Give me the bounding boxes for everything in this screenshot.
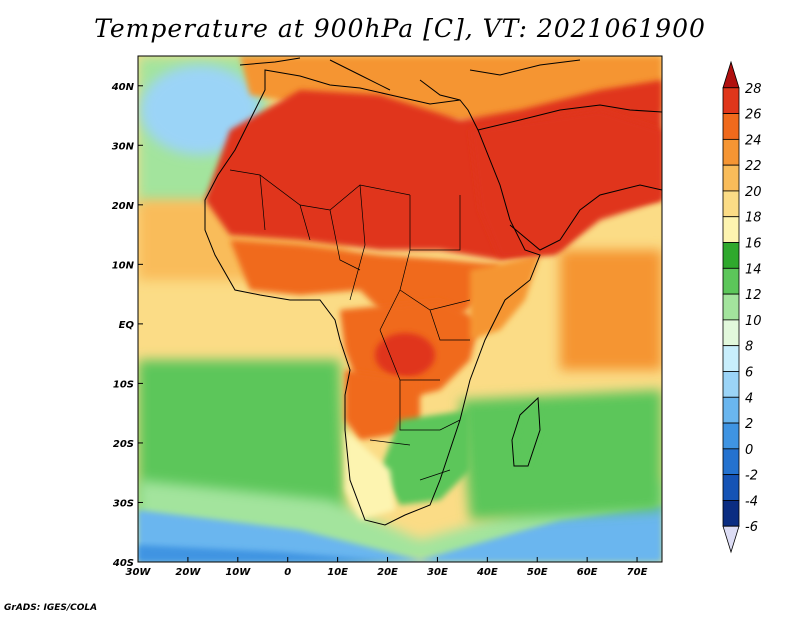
land-congo-hot: [375, 333, 435, 377]
colorbar-swatch: [722, 293, 740, 321]
colorbar-swatch: [722, 216, 740, 243]
lon-tick-label: 20E: [377, 567, 398, 578]
colorbar-label: 2: [745, 417, 753, 432]
colorbar-swatch: [722, 242, 740, 269]
colorbar-label: 18: [745, 211, 762, 226]
colorbar-label: 28: [745, 82, 762, 97]
colorbar-label: 16: [745, 237, 762, 252]
credit-text: GrADS: IGES/COLA: [4, 603, 98, 613]
colorbar-swatch: [722, 448, 740, 476]
lon-tick-label: 40E: [476, 567, 498, 578]
ocean-indian-south: [460, 390, 662, 520]
arabia-coast: [477, 104, 662, 251]
lat-tick-label: 10N: [112, 260, 135, 271]
colorbar-swatch: [722, 474, 740, 501]
lat-tick-label: EQ: [119, 320, 135, 331]
lon-tick-label: 0: [284, 567, 291, 578]
lat-tick-label: 40N: [111, 82, 135, 93]
land-madagascar: [515, 400, 540, 465]
chart-title: Temperature at 900hPa [C], VT: 202106190…: [94, 14, 706, 43]
plot-frame: [137, 55, 663, 563]
lon-tick-label: 30W: [126, 567, 152, 578]
colorbar-swatch: [722, 87, 740, 114]
colorbar-swatch: [722, 500, 740, 527]
ocean-southern: [138, 505, 662, 562]
colorbar-swatch: [722, 525, 740, 554]
colorbar-swatch: [722, 396, 740, 424]
colorbar-swatch: [722, 113, 740, 140]
temperature-field: [138, 56, 662, 562]
land-cape: [345, 430, 395, 520]
colorbar-swatch: [722, 138, 740, 166]
colorbar-label: 8: [745, 340, 753, 355]
lat-tick-label: 30S: [113, 498, 134, 509]
colorbar-label: 20: [745, 185, 762, 200]
ocean-southern-cold: [138, 545, 400, 562]
colorbar-label: 0: [745, 443, 753, 458]
colorbar-label: -2: [745, 469, 758, 484]
colorbar-label: 12: [745, 288, 762, 303]
colorbar-swatch: [722, 267, 740, 295]
colorbar-swatch: [722, 319, 740, 347]
longitude-axis: 30W 20W 10W 0 10E 20E 30E 40E 50E 60E 70E: [126, 557, 648, 578]
country-borders: [229, 169, 471, 481]
lon-tick-label: 60E: [577, 567, 598, 578]
madagascar-coast: [511, 396, 541, 467]
land-southern-africa: [380, 410, 470, 505]
border-lines: [229, 169, 471, 481]
lon-tick-label: 50E: [527, 567, 548, 578]
lon-tick-label: 30E: [427, 567, 448, 578]
colorbar-label: 22: [745, 159, 762, 174]
lat-tick-label: 40S: [112, 558, 134, 569]
colorbar-swatch: [722, 190, 740, 218]
latitude-axis: 40N 30N 20N 10N EQ 10S 20S 30S 40S: [111, 82, 143, 569]
lat-tick-label: 10S: [113, 379, 134, 390]
land-arabia: [470, 110, 662, 258]
colorbar-label: 6: [745, 365, 753, 380]
colorbar-swatch: [722, 60, 740, 89]
land-east-africa: [470, 255, 540, 340]
colorbar-swatch: [722, 345, 740, 372]
lat-tick-label: 20N: [112, 201, 135, 212]
lat-tick-label: 20S: [113, 439, 134, 450]
lat-tick-label: 30N: [112, 141, 135, 152]
colorbar-label: -4: [745, 494, 758, 509]
colorbar-swatch: [722, 422, 740, 450]
lon-tick-label: 20W: [175, 567, 201, 578]
colorbar-label: 14: [745, 262, 762, 277]
colorbar-label: 10: [745, 314, 762, 329]
lon-tick-label: 10W: [225, 567, 251, 578]
africa-coastline: [204, 69, 541, 526]
lon-tick-label: 70E: [627, 567, 648, 578]
colorbar-swatch: [722, 371, 740, 398]
colorbar-label: -6: [745, 520, 758, 535]
europe-coast: [239, 57, 581, 101]
colorbar-swatch: [722, 164, 740, 192]
colorbar-label: 4: [745, 391, 753, 406]
ocean-arabian-sea: [560, 250, 662, 370]
coastlines: [204, 57, 662, 526]
lon-tick-label: 10E: [327, 567, 348, 578]
colorbar-label: 24: [745, 133, 762, 148]
colorbar-label: 26: [745, 108, 762, 123]
ocean-south-atlantic: [138, 360, 345, 520]
